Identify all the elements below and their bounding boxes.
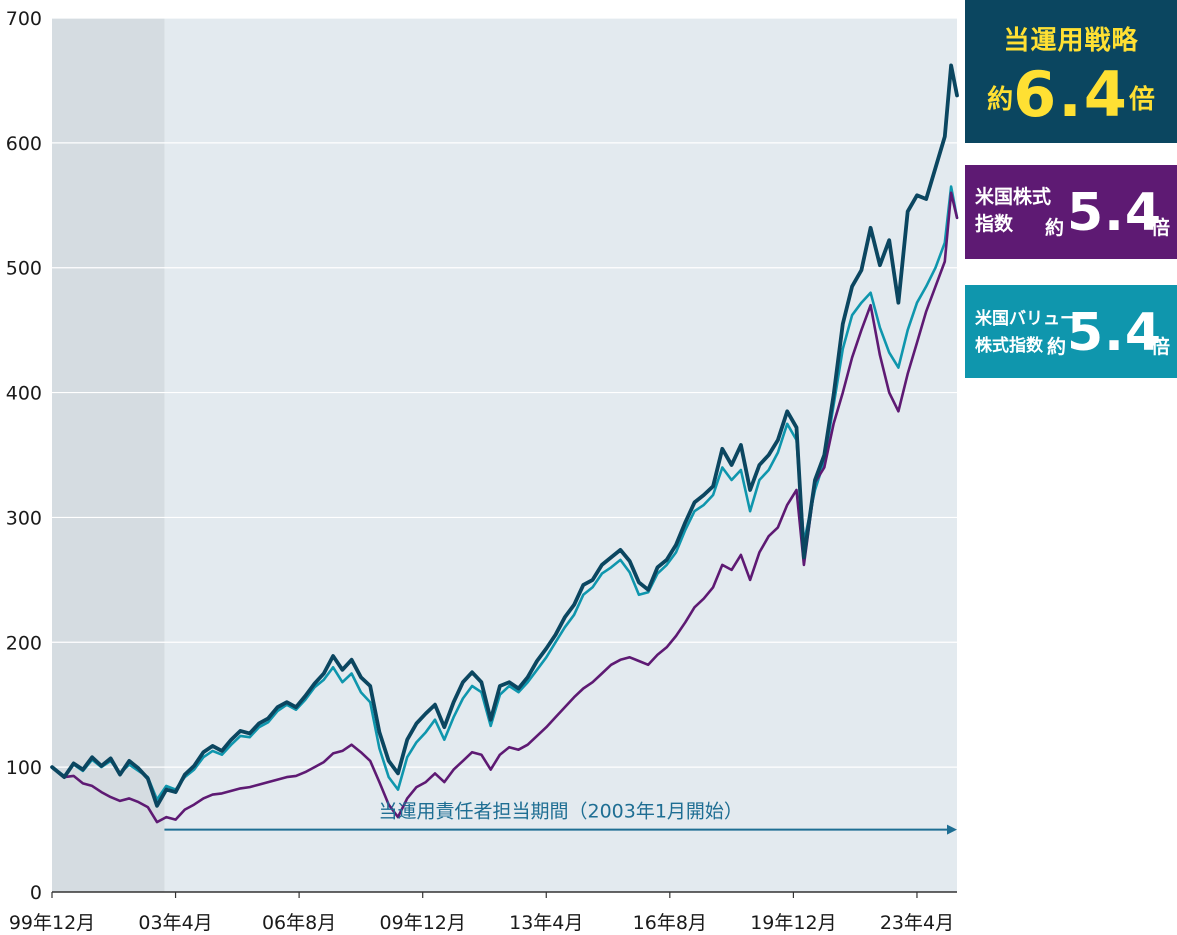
legend-value-value: 5.4: [1067, 303, 1163, 363]
x-tick-label: 03年4月: [138, 912, 212, 934]
x-tick-label: 09年12月: [380, 912, 466, 934]
legend-sp500-line2: 指数: [975, 213, 1014, 235]
x-tick-label: 16年8月: [633, 912, 707, 934]
legend-strategy: 当運用戦略 約6.4倍: [965, 0, 1177, 143]
annotation-arrow-head: [947, 824, 957, 835]
legend-strategy-suffix: 倍: [1128, 85, 1155, 115]
plot-area: [52, 18, 957, 892]
legend-sp500-suffix: 倍: [1151, 217, 1171, 239]
legend-sp500-line1: 米国株式: [975, 186, 1052, 208]
y-tick-label: 500: [6, 258, 42, 280]
y-tick-label: 400: [6, 383, 42, 405]
y-tick-label: 100: [6, 757, 42, 779]
legend-strategy-prefix: 約: [987, 85, 1014, 115]
legend-strategy-value: 6.4: [1013, 58, 1129, 131]
annotation-label: 当運用責任者担当期間（2003年1月開始）: [378, 801, 742, 823]
y-tick-label: 700: [6, 8, 42, 30]
legend-sp500: 米国株式 指数 約 5.4 倍: [965, 165, 1177, 259]
legend-value-line2: 株式指数: [975, 336, 1043, 356]
legend-strategy-title: 当運用戦略: [1003, 26, 1139, 56]
x-tick-label: 13年4月: [509, 912, 583, 934]
legend-value-prefix: 約: [1047, 336, 1067, 358]
x-tick-label: 19年12月: [750, 912, 836, 934]
y-tick-label: 300: [6, 507, 42, 529]
legend-value: 米国バリュー 株式指数 約 5.4 倍: [965, 285, 1177, 378]
legend-value-suffix: 倍: [1151, 336, 1171, 358]
legend-value-line1: 米国バリュー: [975, 309, 1077, 329]
x-tick-label: 06年8月: [262, 912, 336, 934]
legend-sp500-value: 5.4: [1067, 183, 1163, 243]
y-tick-label: 0: [30, 882, 42, 904]
y-tick-label: 600: [6, 133, 42, 155]
y-tick-label: 200: [6, 632, 42, 654]
shaded-period: [52, 18, 165, 892]
x-tick-label: 99年12月: [9, 912, 95, 934]
series-line-strategy: [50, 63, 959, 808]
x-tick-label: 23年4月: [880, 912, 954, 934]
legend-sp500-prefix: 約: [1045, 217, 1065, 239]
